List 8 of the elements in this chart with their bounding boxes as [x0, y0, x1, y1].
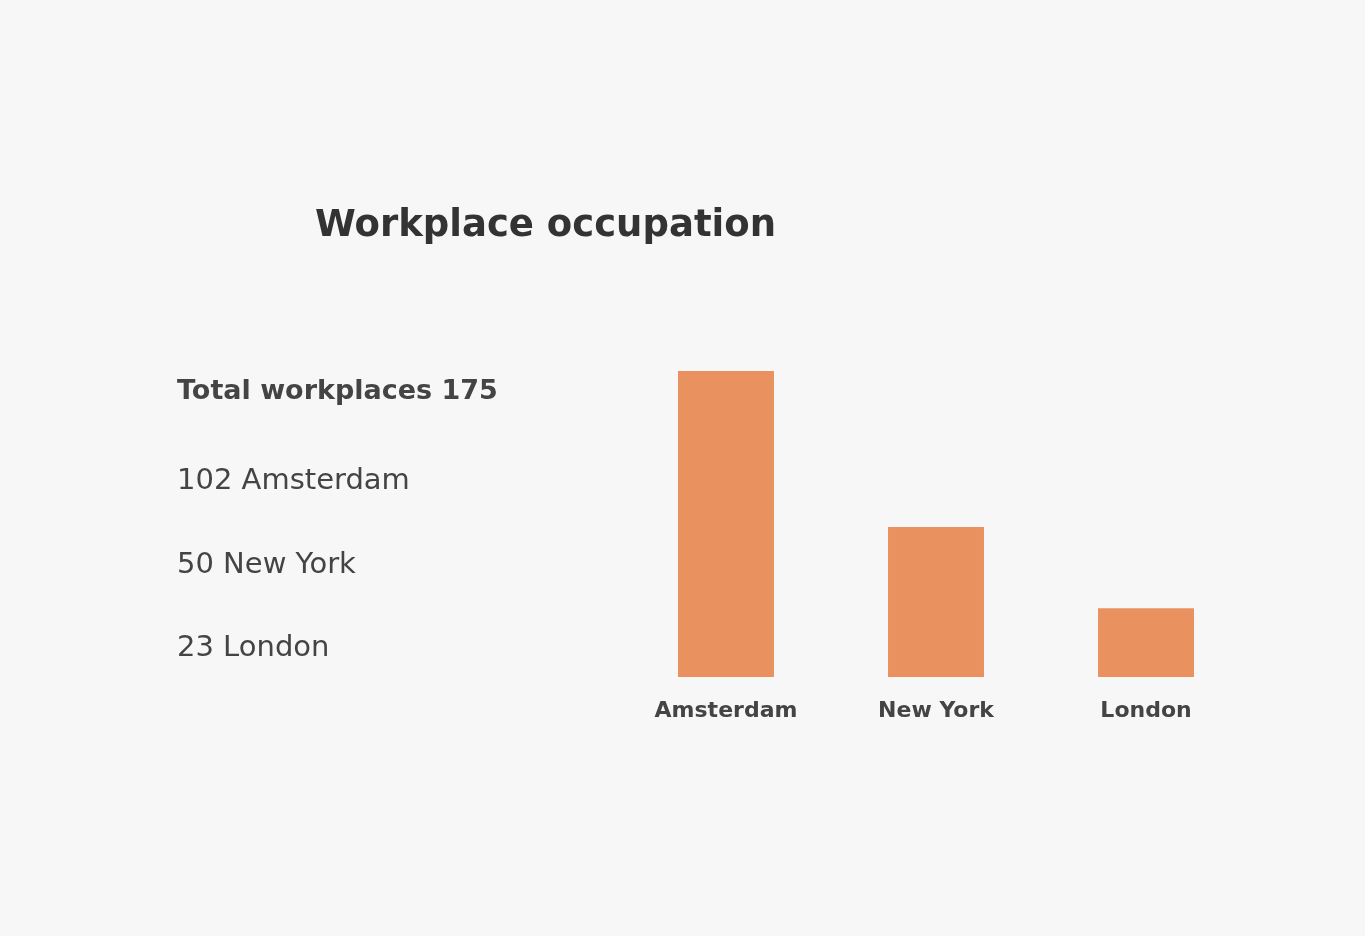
chart-title: Workplace occupation — [315, 202, 777, 245]
x-tick-label: London — [1100, 696, 1192, 722]
text: 23 London — [177, 629, 330, 663]
text: 50 New York — [177, 545, 357, 580]
text: 102 Amsterdam — [177, 462, 410, 496]
x-tick-label: Amsterdam — [654, 696, 798, 722]
x-tick-label: New York — [878, 696, 996, 722]
text: Total workplaces 175 — [177, 374, 498, 405]
